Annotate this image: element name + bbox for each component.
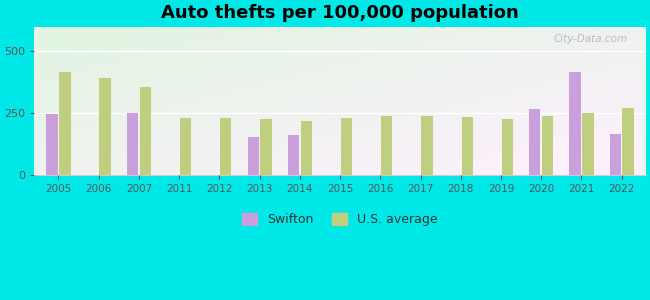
Bar: [180, 118, 191, 175]
Bar: [220, 118, 231, 175]
Bar: [140, 87, 151, 175]
Title: Auto thefts per 100,000 population: Auto thefts per 100,000 population: [161, 4, 519, 22]
Bar: [421, 116, 433, 175]
Bar: [99, 79, 111, 175]
Text: City-Data.com: City-Data.com: [553, 34, 627, 44]
Bar: [462, 117, 473, 175]
Bar: [623, 108, 634, 175]
Bar: [582, 113, 593, 175]
Bar: [529, 110, 540, 175]
Bar: [301, 121, 312, 175]
Bar: [381, 116, 393, 175]
Bar: [502, 119, 513, 175]
Bar: [288, 135, 299, 175]
Legend: Swifton, U.S. average: Swifton, U.S. average: [237, 208, 443, 231]
Bar: [261, 119, 272, 175]
Bar: [248, 137, 259, 175]
Bar: [59, 72, 71, 175]
Bar: [569, 72, 580, 175]
Bar: [610, 134, 621, 175]
Bar: [542, 116, 553, 175]
Bar: [341, 118, 352, 175]
Bar: [46, 114, 58, 175]
Bar: [127, 113, 138, 175]
